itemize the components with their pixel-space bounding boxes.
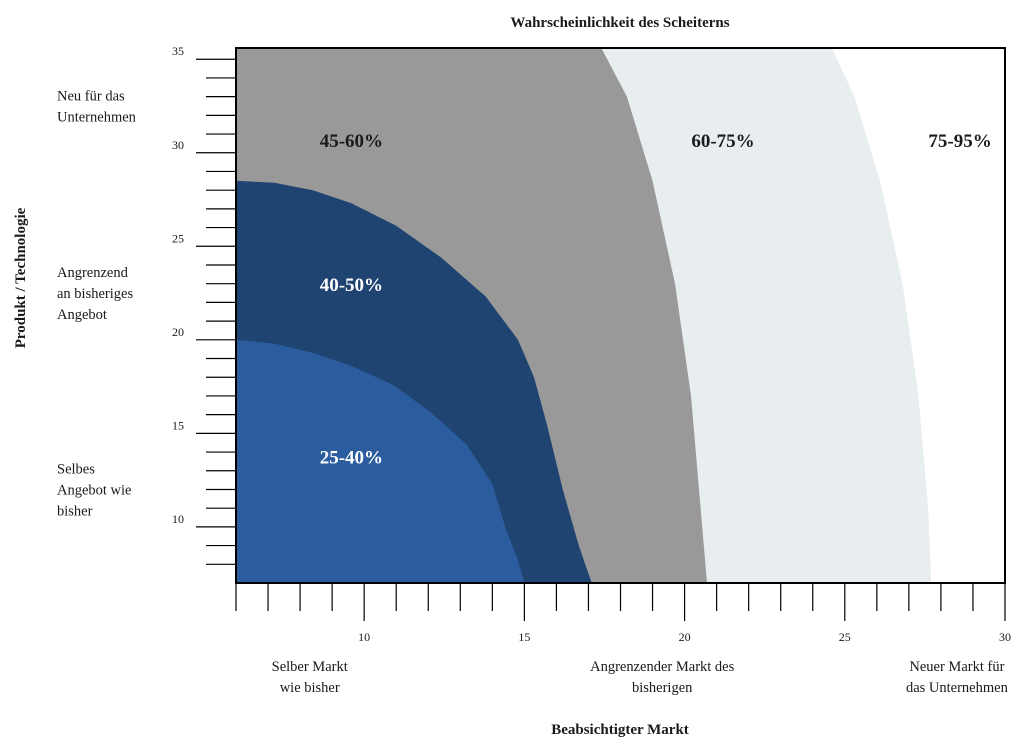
y-tick-label: 35 — [172, 44, 184, 58]
y-category-label: Unternehmen — [57, 110, 137, 126]
x-axis-title: Beabsichtigter Markt — [551, 722, 689, 738]
y-category-label: Angebot wie — [57, 483, 132, 499]
region-labels: 75-95% 60-75% 45-60% 40-50% 25-40% — [320, 131, 992, 468]
region-25-40 — [236, 339, 525, 583]
x-axis: 10 15 20 25 30 — [235, 583, 1011, 644]
y-category-label: Neu für das — [57, 89, 125, 105]
x-category-label: Neuer Markt für — [909, 659, 1004, 675]
x-tick-label: 10 — [358, 630, 370, 644]
plot-regions — [236, 48, 1005, 584]
x-tick-label: 30 — [999, 630, 1011, 644]
y-tick-label: 25 — [172, 231, 184, 245]
x-category-label: Angrenzender Markt des — [590, 659, 734, 675]
x-tick-label: 25 — [839, 630, 851, 644]
x-category-label: das Unternehmen — [906, 680, 1009, 696]
chart-title: Wahrscheinlichkeit des Scheiterns — [510, 15, 729, 31]
region-label-45-60: 45-60% — [320, 131, 383, 152]
region-label-25-40: 25-40% — [320, 447, 383, 468]
y-tick-label: 15 — [172, 418, 184, 432]
y-category-label: Selbes — [57, 462, 95, 478]
region-label-40-50: 40-50% — [320, 275, 383, 296]
x-tick-label: 20 — [679, 630, 691, 644]
y-category-label: Angebot — [57, 307, 107, 323]
y-tick-label: 20 — [172, 325, 184, 339]
y-tick-label: 30 — [172, 138, 184, 152]
region-label-60-75: 60-75% — [691, 131, 754, 152]
x-category-label: wie bisher — [280, 680, 340, 696]
x-tick-label: 15 — [518, 630, 530, 644]
y-category-label: an bisheriges — [57, 286, 133, 302]
y-category-label: Angrenzend — [57, 265, 129, 281]
x-category-label: Selber Markt — [272, 659, 348, 675]
y-axis-title: Produkt / Technologie — [13, 207, 29, 348]
y-tick-label: 10 — [172, 512, 184, 526]
region-label-75-95: 75-95% — [928, 131, 991, 152]
x-category-label: bisherigen — [632, 680, 693, 696]
y-axis: 10 15 20 25 30 35 — [172, 44, 236, 565]
category-labels: Selber Markt wie bisher Angrenzender Markt… — [57, 89, 1009, 697]
y-category-label: bisher — [57, 504, 93, 520]
